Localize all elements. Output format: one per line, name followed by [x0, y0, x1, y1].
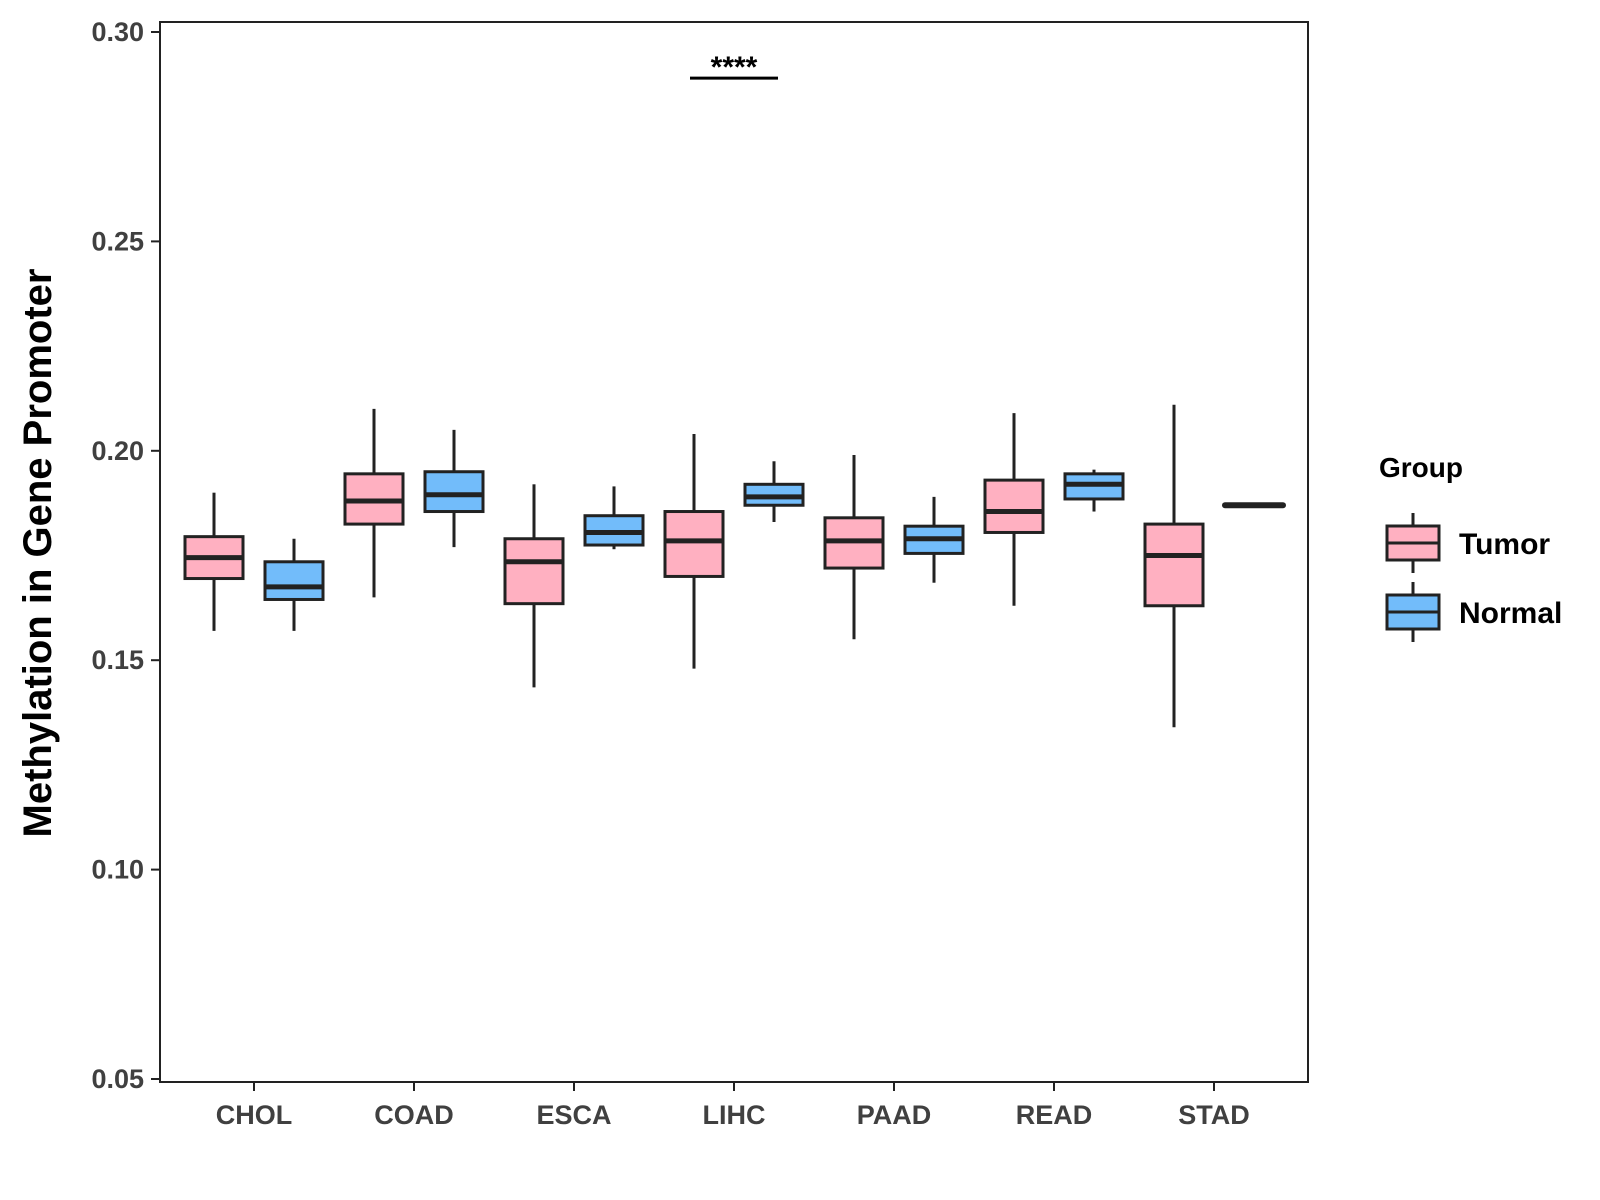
legend-title: Group: [1379, 452, 1463, 483]
box-normal-lihc: [743, 461, 805, 522]
box-tumor-paad: [823, 454, 885, 640]
y-tick-label: 0.30: [91, 17, 144, 47]
y-axis: 0.05 0.10 0.15 0.20 0.25 0.30: [91, 17, 160, 1094]
y-tick-label: 0.05: [91, 1064, 144, 1094]
x-tick-label: STAD: [1178, 1100, 1250, 1130]
x-tick-label: PAAD: [857, 1100, 932, 1130]
y-tick-label: 0.10: [91, 855, 144, 885]
x-tick-label: CHOL: [216, 1100, 293, 1130]
y-tick-label: 0.15: [91, 645, 144, 675]
box-normal-chol: [263, 538, 325, 631]
legend-entries: Tumor Normal: [1385, 513, 1562, 642]
x-tick-label: READ: [1016, 1100, 1093, 1130]
significance-annotations: ****: [690, 51, 778, 84]
legend-item-tumor: Tumor: [1385, 513, 1550, 573]
x-tick-label: COAD: [374, 1100, 454, 1130]
x-tick-label: ESCA: [536, 1100, 611, 1130]
y-tick-label: 0.20: [91, 436, 144, 466]
x-axis: CHOL COAD ESCA LIHC PAAD READ STAD: [216, 1082, 1250, 1130]
box-tumor-chol: [183, 492, 245, 631]
box-body: [503, 537, 565, 606]
box-tumor-coad: [343, 408, 405, 598]
box-body: [1143, 522, 1205, 608]
box-body: [983, 478, 1045, 534]
box-tumor-esca: [503, 484, 565, 688]
y-tick-label: 0.25: [91, 226, 144, 256]
box-tumor-lihc: [663, 434, 725, 669]
legend-label: Tumor: [1459, 528, 1550, 561]
legend: Group Tumor Normal: [1379, 452, 1562, 642]
box-normal-paad: [903, 496, 965, 583]
box-body: [663, 510, 725, 578]
y-axis-title: Methylation in Gene Promoter: [16, 269, 60, 838]
x-tick-label: LIHC: [703, 1100, 766, 1130]
significance-label: ****: [711, 51, 758, 84]
box-body: [423, 470, 485, 514]
box-tumor-read: [983, 413, 1045, 606]
box-normal-coad: [423, 429, 485, 548]
legend-label: Normal: [1459, 597, 1562, 630]
box-body: [263, 560, 325, 601]
boxes-layer: [183, 404, 1286, 728]
box-normal-read: [1063, 469, 1125, 512]
box-normal-esca: [583, 486, 645, 550]
legend-item-normal: Normal: [1385, 582, 1562, 642]
box-tumor-stad: [1143, 404, 1205, 728]
